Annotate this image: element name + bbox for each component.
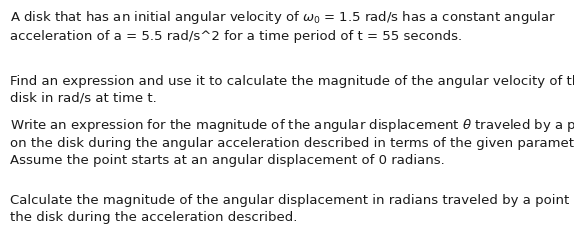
Text: A disk that has an initial angular velocity of $\omega_0$ = 1.5 rad/s has a cons: A disk that has an initial angular veloc… xyxy=(10,9,557,43)
Text: Calculate the magnitude of the angular displacement in radians traveled by a poi: Calculate the magnitude of the angular d… xyxy=(10,194,574,224)
Text: Write an expression for the magnitude of the angular displacement $\theta$ trave: Write an expression for the magnitude of… xyxy=(10,117,574,167)
Text: Find an expression and use it to calculate the magnitude of the angular velocity: Find an expression and use it to calcula… xyxy=(10,75,574,104)
